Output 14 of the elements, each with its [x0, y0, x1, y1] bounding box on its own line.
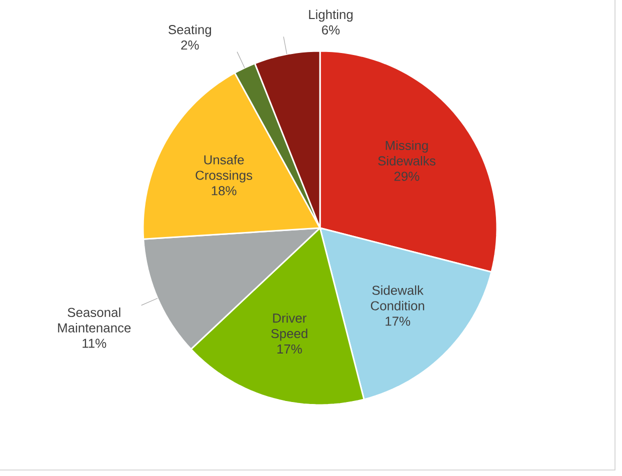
slice-label: Seasonal Maintenance — [58, 308, 131, 332]
slice-label: Lighting — [309, 10, 353, 22]
data-label: 6% — [322, 25, 340, 35]
slice-label: Driver Speed — [271, 313, 308, 341]
slice-label: Sidewalk Condition — [370, 285, 424, 310]
data-label: 17% — [386, 316, 410, 326]
data-label: 2% — [181, 40, 199, 50]
data-label: 11% — [82, 338, 106, 348]
data-label: 18% — [212, 186, 236, 196]
slice-label: Unsafe Crossings — [196, 154, 252, 182]
slice-label: Seating — [168, 24, 212, 37]
data-label: 17% — [277, 344, 302, 354]
data-label: 29% — [394, 172, 420, 181]
slice-label: Missing Sidewalks — [378, 140, 436, 166]
